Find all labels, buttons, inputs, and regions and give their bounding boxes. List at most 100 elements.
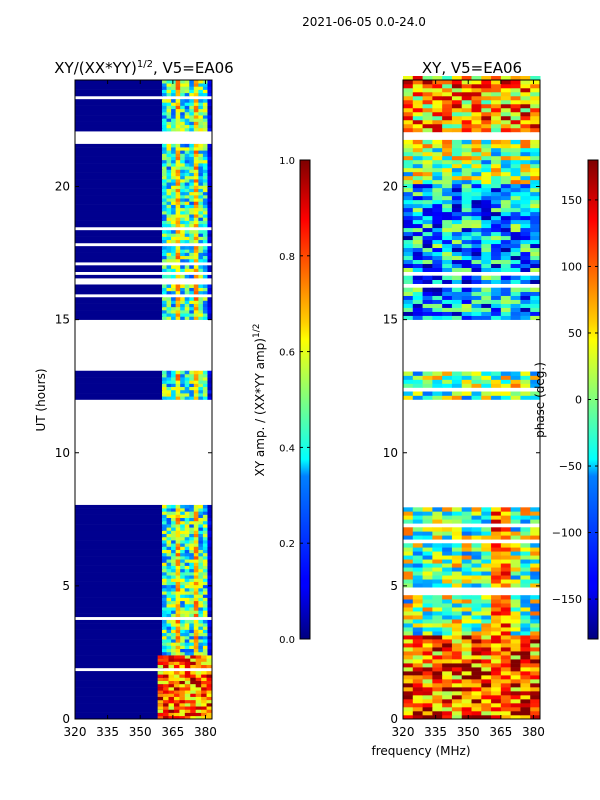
- amplitude-cell: [175, 220, 181, 225]
- amplitude-cell: [184, 546, 190, 550]
- phase-cell: [432, 559, 443, 564]
- amplitude-cell: [161, 396, 168, 400]
- amplitude-cell: [202, 565, 208, 570]
- amplitude-cell: [161, 207, 168, 212]
- amplitude-cell: [161, 600, 168, 605]
- amplitude-cell: [161, 575, 168, 579]
- amplitude-cell: [206, 693, 213, 697]
- phase-cell: [432, 263, 443, 269]
- phase-cell: [491, 555, 502, 560]
- phase-cell: [491, 199, 502, 205]
- phase-cell: [491, 515, 502, 520]
- amplitude-cell: [184, 121, 190, 126]
- phase-cell: [442, 231, 453, 237]
- amplitude-cell: [163, 712, 170, 717]
- amplitude-cell: [75, 80, 163, 84]
- amplitude-cell: [171, 287, 177, 292]
- phase-cell: [442, 535, 453, 540]
- phase-cell: [451, 107, 463, 113]
- phase-cell: [422, 627, 433, 632]
- phase-cell: [451, 579, 463, 584]
- phase-cell: [530, 307, 541, 312]
- phase-cell: [412, 299, 424, 304]
- phase-cell: [500, 219, 512, 225]
- phase-cell: [412, 211, 424, 217]
- phase-cell: [520, 211, 531, 217]
- phase-cell: [520, 631, 531, 636]
- phase-cell: [500, 207, 512, 213]
- phase-cell: [471, 395, 482, 400]
- phase-cell: [442, 687, 453, 692]
- phase-cell: [432, 659, 443, 664]
- amplitude-cell: [198, 396, 204, 400]
- phase-cell: [412, 203, 424, 209]
- phase-cell: [432, 703, 443, 708]
- phase-cell: [412, 699, 424, 704]
- phase-cell: [422, 115, 433, 121]
- phase-cell: [461, 531, 472, 536]
- amplitude-cell: [171, 80, 177, 84]
- phase-cell: [481, 295, 492, 300]
- phase-cell: [451, 211, 463, 217]
- phase-cell: [471, 611, 482, 616]
- phase-cell: [461, 219, 472, 225]
- phase-cell: [442, 527, 453, 532]
- phase-cell: [481, 315, 492, 320]
- amplitude-cell: [207, 303, 213, 308]
- phase-cell: [461, 659, 472, 664]
- phase-cell: [442, 583, 453, 588]
- amplitude-cell: [190, 661, 197, 665]
- phase-cell: [403, 515, 414, 520]
- phase-cell: [500, 583, 512, 588]
- phase-cell: [432, 707, 443, 712]
- phase-cell: [432, 107, 443, 113]
- phase-cell: [520, 143, 531, 149]
- amplitude-cell: [168, 683, 175, 688]
- amplitude-cell: [193, 217, 199, 221]
- phase-cell: [422, 515, 433, 520]
- amplitude-cell: [193, 511, 199, 515]
- phase-cell: [471, 95, 482, 101]
- amplitude-cell: [180, 153, 186, 157]
- phase-cell: [442, 107, 453, 113]
- phase-cell: [510, 191, 521, 197]
- amplitude-cell: [180, 124, 186, 129]
- amplitude-cell: [75, 99, 163, 103]
- phase-cell: [403, 275, 414, 280]
- phase-cell: [500, 239, 512, 245]
- amplitude-cell: [75, 115, 163, 119]
- phase-cell: [510, 315, 521, 320]
- amplitude-cell: [189, 284, 195, 288]
- phase-cell: [530, 671, 541, 676]
- ytick-label: 5: [390, 579, 398, 593]
- amplitude-cell: [193, 635, 199, 640]
- phase-cell: [491, 679, 502, 684]
- amplitude-cell: [166, 645, 172, 650]
- amplitude-cell: [75, 645, 163, 650]
- amplitude-cell: [171, 584, 177, 589]
- phase-cell: [432, 679, 443, 684]
- phase-cell: [442, 183, 453, 189]
- phase-cell: [520, 651, 531, 656]
- phase-cell: [481, 515, 492, 520]
- amplitude-cell: [75, 89, 163, 94]
- amplitude-cell: [189, 252, 195, 257]
- amplitude-cell: [202, 217, 208, 221]
- phase-cell: [442, 239, 453, 245]
- phase-cell: [500, 159, 512, 165]
- amplitude-cell: [207, 607, 213, 611]
- phase-cell: [500, 615, 512, 620]
- amplitude-cell: [201, 696, 208, 701]
- phase-cell: [491, 231, 502, 237]
- phase-cell: [422, 311, 433, 316]
- phase-cell: [403, 147, 414, 153]
- phase-cell: [520, 683, 531, 688]
- phase-cell: [520, 203, 531, 209]
- amplitude-cell: [193, 207, 199, 212]
- amplitude-cell: [171, 214, 177, 218]
- phase-cell: [432, 203, 443, 209]
- amplitude-cell: [168, 674, 175, 678]
- amplitude-cell: [166, 373, 172, 378]
- amplitude-cell: [180, 99, 186, 103]
- phase-cell: [432, 199, 443, 205]
